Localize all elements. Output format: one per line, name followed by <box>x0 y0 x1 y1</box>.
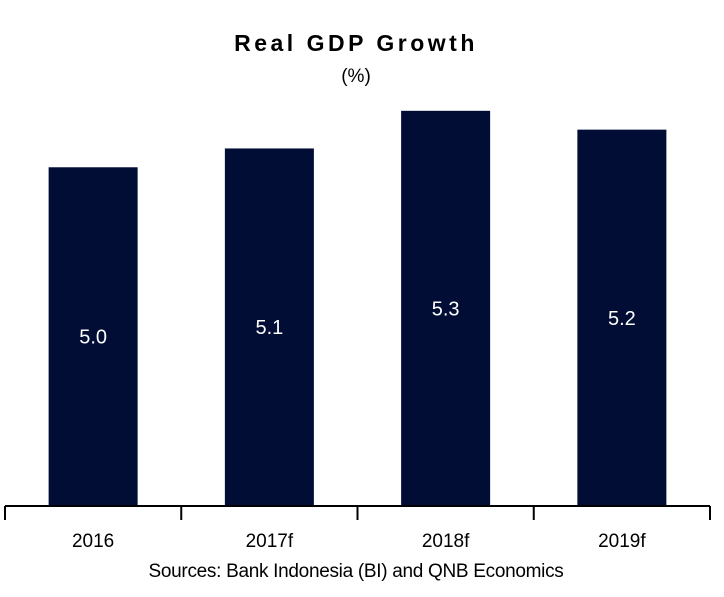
data-label-2019f: 5.2 <box>608 308 636 330</box>
bar-2017f <box>224 148 314 507</box>
bars-group: 5.0 5.1 5.3 5.2 <box>48 110 667 507</box>
source-note: Sources: Bank Indonesia (BI) and QNB Eco… <box>148 561 564 582</box>
data-label-2017f: 5.1 <box>255 317 283 339</box>
bar-2019f <box>577 129 667 507</box>
data-label-2016: 5.0 <box>79 327 107 349</box>
chart-title: Real GDP Growth <box>234 30 478 56</box>
data-label-2018f: 5.3 <box>432 298 460 320</box>
x-tick-labels: 2016 2017f 2018f 2019f <box>72 531 646 552</box>
x-tick-label-2018f: 2018f <box>422 531 470 552</box>
chart-subtitle: (%) <box>341 66 371 87</box>
x-tick-label-2019f: 2019f <box>598 531 646 552</box>
bar-2018f <box>401 110 491 507</box>
x-tick-label-2017f: 2017f <box>246 531 294 552</box>
bar-2016 <box>48 167 138 507</box>
x-axis <box>4 505 711 520</box>
x-tick-label-2016: 2016 <box>72 531 114 552</box>
